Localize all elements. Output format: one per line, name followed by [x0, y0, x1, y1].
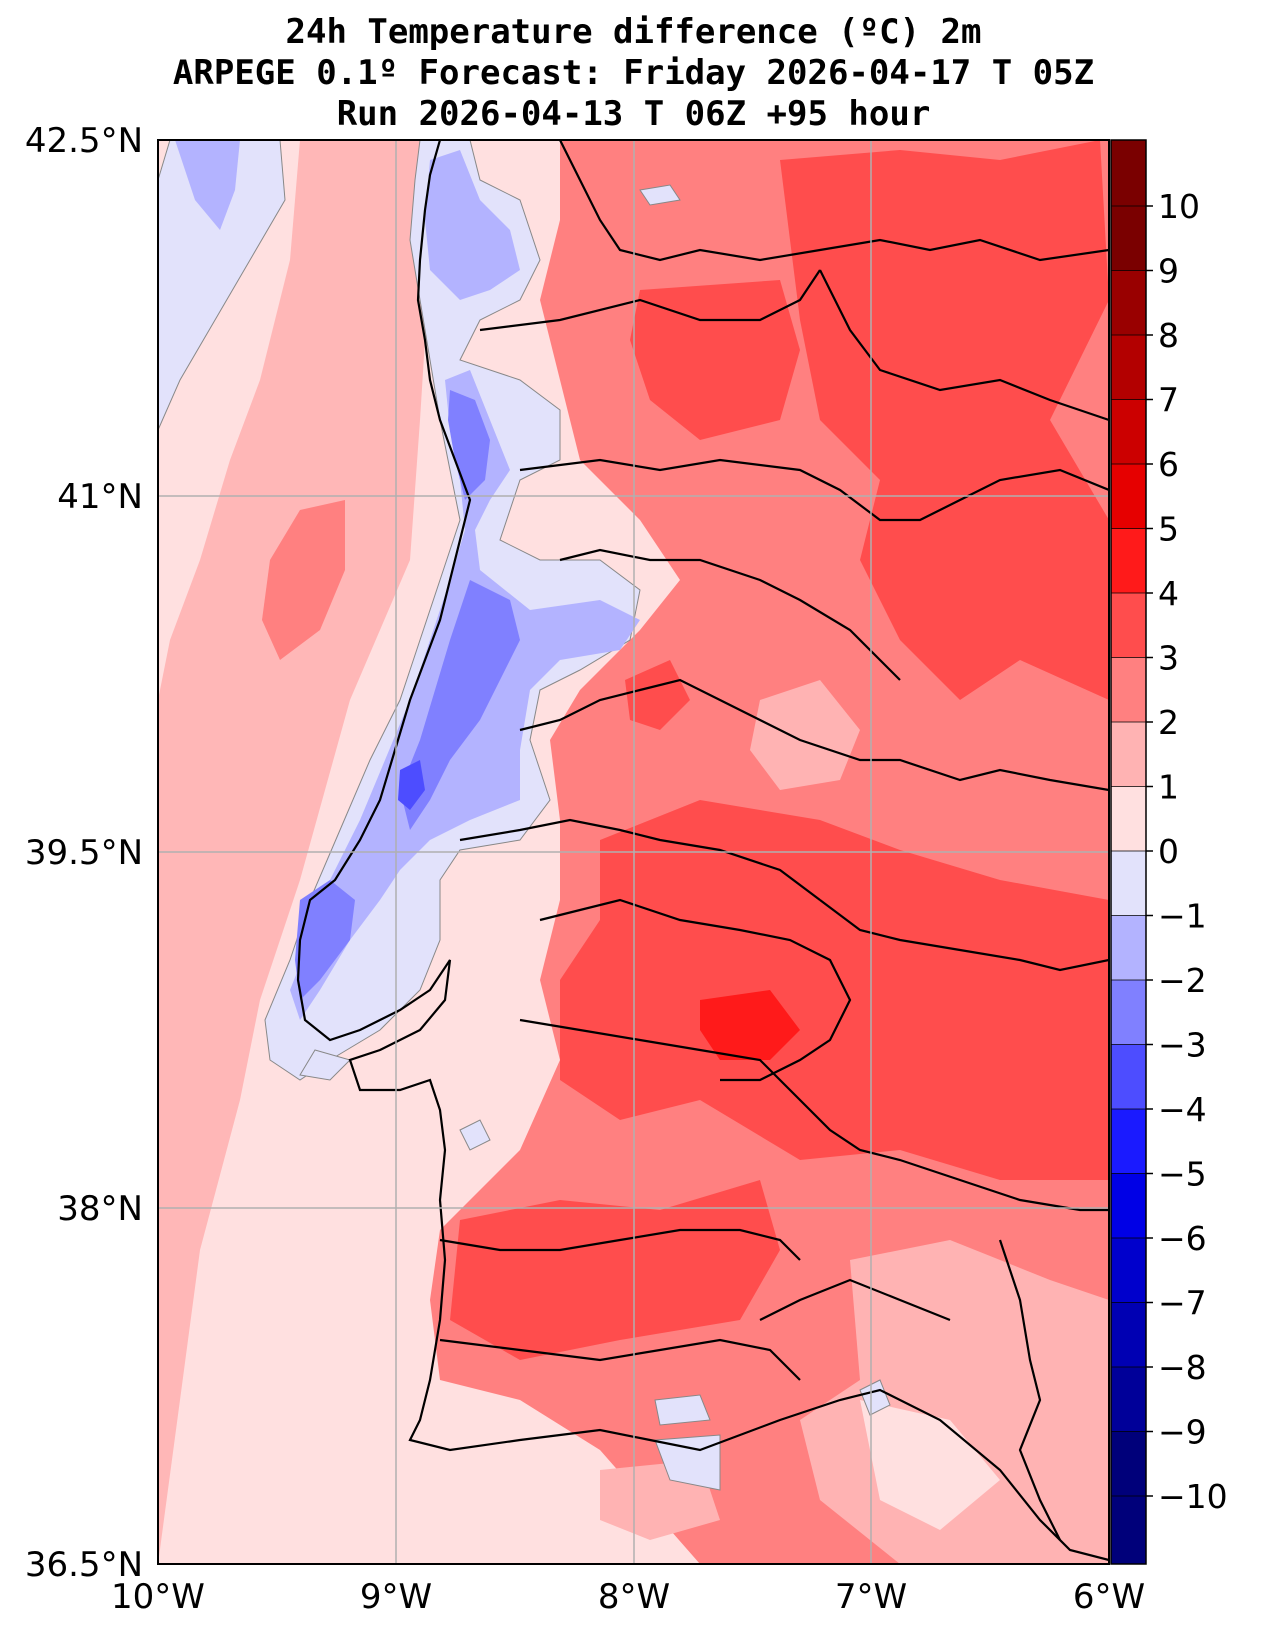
colorbar-swatch — [1111, 593, 1146, 659]
chart-title-line-1: 24h Temperature difference (ºC) 2m — [285, 12, 982, 52]
colorbar-swatch — [1111, 1367, 1146, 1433]
warm-patch-central — [560, 800, 1109, 1180]
warm-patch-west — [625, 660, 690, 730]
warm-patch-south — [450, 1180, 780, 1360]
ocean-warm-blob — [262, 500, 345, 660]
colorbar-swatch — [1111, 1109, 1146, 1175]
colorbar-swatch — [1111, 528, 1146, 594]
colorbar-tick-label: 8 — [1158, 316, 1179, 355]
colorbar-tick-label: −2 — [1158, 961, 1207, 1000]
lat-label-36-5: 36.5°N — [25, 1545, 143, 1585]
colorbar-tick-label: 10 — [1158, 187, 1200, 226]
colorbar-tick-label: 5 — [1158, 510, 1179, 549]
colorbar-swatch — [1111, 1431, 1146, 1497]
colorbar-swatch — [1111, 1238, 1146, 1304]
colorbar-swatch — [1111, 722, 1146, 788]
lat-label-39-5: 39.5°N — [25, 833, 143, 873]
colorbar-tick-label: −3 — [1158, 1026, 1207, 1065]
small-cool-contour — [859, 1379, 891, 1416]
lon-label-10w: 10°W — [111, 1577, 205, 1617]
cool-patch-southeast-core — [860, 1400, 1000, 1530]
coastal-cool-core-central — [400, 580, 520, 830]
lon-label-9w: 9°W — [360, 1577, 432, 1617]
colorbar-swatch — [1111, 206, 1146, 272]
lon-label-6w: 6°W — [1073, 1577, 1145, 1617]
small-cool-contour — [639, 184, 681, 206]
colorbar-swatch — [1111, 851, 1146, 917]
coastal-cool-north — [425, 150, 520, 300]
colorbar-tick-label: −9 — [1158, 1413, 1207, 1452]
ocean-negative-patch — [158, 140, 286, 431]
chart-title-line-2: ARPEGE 0.1º Forecast: Friday 2026-04-17 … — [172, 53, 1095, 93]
small-cool-contour — [459, 1119, 491, 1151]
colorbar-tick-label: 1 — [1158, 768, 1179, 807]
cool-patch-inland — [750, 680, 860, 790]
latitude-labels: 42.5°N 41°N 39.5°N 38°N 36.5°N — [25, 121, 143, 1585]
temperature-map — [158, 140, 1109, 1564]
lon-label-7w: 7°W — [835, 1577, 907, 1617]
warm-patch-northeast — [780, 140, 1109, 700]
coastal-cool-core-south — [295, 880, 355, 1000]
small-cool-contour — [654, 1394, 711, 1426]
coastal-cool-core-north — [448, 390, 490, 500]
colorbar-swatch — [1111, 1302, 1146, 1368]
colorbar-swatch — [1111, 786, 1146, 852]
colorbar-tick-label: 2 — [1158, 703, 1179, 742]
graticule — [158, 140, 1109, 1564]
colorbar-tick-label: −4 — [1158, 1090, 1207, 1129]
longitude-labels: 10°W 9°W 8°W 7°W 6°W — [111, 1577, 1145, 1617]
colorbar-swatch — [1111, 335, 1146, 401]
colorbar-swatch — [1111, 657, 1146, 723]
colorbar-tick-label: 3 — [1158, 639, 1179, 678]
coastal-coldest-spot — [398, 760, 425, 810]
colorbar-tick-label: −6 — [1158, 1219, 1207, 1258]
colorbar-tick-label: −5 — [1158, 1155, 1207, 1194]
coastline-and-borders — [296, 140, 1109, 1562]
chart-title-line-3: Run 2026-04-13 T 06Z +95 hour — [336, 94, 931, 134]
lat-label-42-5: 42.5°N — [25, 121, 143, 161]
colorbar-tick-label: −7 — [1158, 1284, 1207, 1323]
lon-label-8w: 8°W — [598, 1577, 670, 1617]
colorbar-tick-label: 0 — [1158, 832, 1179, 871]
colorbar-tick-label: 4 — [1158, 574, 1179, 613]
colorbar-swatch — [1111, 399, 1146, 465]
colorbar-tick-label: 6 — [1158, 445, 1179, 484]
colorbar-tick-label: −10 — [1158, 1477, 1228, 1516]
colorbar-extension-bottom — [1111, 1496, 1146, 1564]
lat-label-38: 38°N — [57, 1189, 143, 1229]
lat-label-41: 41°N — [57, 477, 143, 517]
colorbar-tick-label: −8 — [1158, 1348, 1207, 1387]
colorbar-swatch — [1111, 1173, 1146, 1239]
colorbar-extension-top — [1111, 140, 1146, 206]
hot-spot-4-5 — [700, 990, 800, 1060]
map-frame — [157, 139, 1110, 1565]
colorbar-swatch — [1111, 915, 1146, 981]
colorbar-swatch — [1111, 980, 1146, 1046]
colorbar-tick-label: 7 — [1158, 381, 1179, 420]
colorbar-tick-label: 9 — [1158, 252, 1179, 291]
ocean-negative-core — [175, 140, 240, 230]
colorbar-swatch — [1111, 464, 1146, 530]
colorbar-swatch — [1111, 270, 1146, 336]
colorbar-frame — [1110, 139, 1147, 1565]
colorbar-swatch — [1111, 1044, 1146, 1110]
small-cool-contour — [299, 1049, 351, 1081]
colorbar-tick-label: −1 — [1158, 897, 1207, 936]
